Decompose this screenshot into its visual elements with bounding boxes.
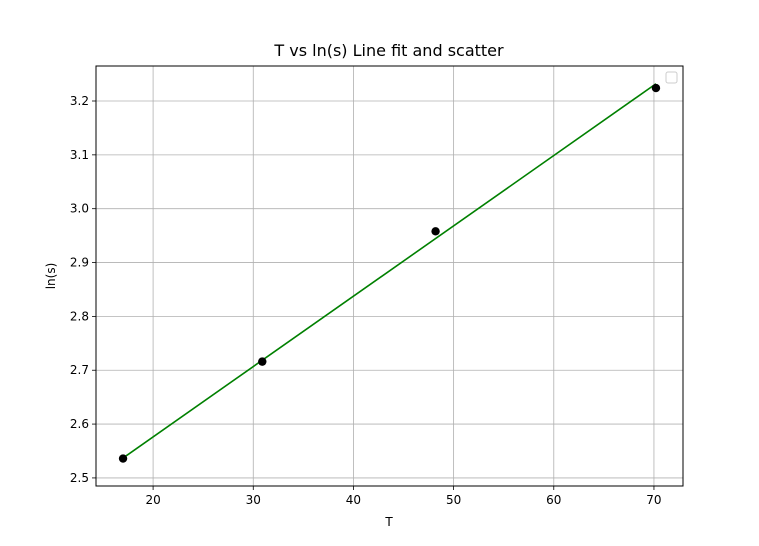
x-tick-label: 50 bbox=[446, 493, 461, 507]
y-tick-label: 3.1 bbox=[70, 148, 89, 162]
x-tick-label: 70 bbox=[646, 493, 661, 507]
y-tick-label: 3.2 bbox=[70, 94, 89, 108]
fit-line-group bbox=[122, 83, 657, 459]
scatter-point bbox=[431, 227, 440, 236]
fit-line bbox=[122, 83, 657, 459]
scatter-point bbox=[651, 83, 661, 93]
x-tick-label: 60 bbox=[546, 493, 561, 507]
y-tick-label: 2.6 bbox=[70, 417, 89, 431]
y-ticks: 2.5 2.6 2.7 2.8 2.9 3.0 3.1 3.2 bbox=[70, 94, 96, 485]
y-axis-label: ln(s) bbox=[44, 263, 58, 290]
x-axis-label: T bbox=[384, 515, 393, 529]
scatter-point bbox=[118, 454, 128, 463]
y-tick-label: 3.0 bbox=[70, 202, 89, 216]
y-tick-label: 2.9 bbox=[70, 256, 89, 270]
y-tick-label: 2.7 bbox=[70, 363, 89, 377]
scatter-point bbox=[258, 357, 267, 366]
x-ticks: 20 30 40 50 60 70 bbox=[145, 486, 662, 507]
legend-box bbox=[665, 71, 678, 84]
scatter-points bbox=[118, 83, 661, 463]
chart-title: T vs ln(s) Line fit and scatter bbox=[273, 41, 504, 60]
x-tick-label: 20 bbox=[145, 493, 160, 507]
grid bbox=[96, 66, 683, 486]
plot-frame bbox=[95, 65, 684, 487]
y-tick-label: 2.5 bbox=[70, 471, 89, 485]
x-tick-label: 40 bbox=[346, 493, 361, 507]
y-tick-label: 2.8 bbox=[70, 309, 89, 323]
x-tick-label: 30 bbox=[246, 493, 261, 507]
